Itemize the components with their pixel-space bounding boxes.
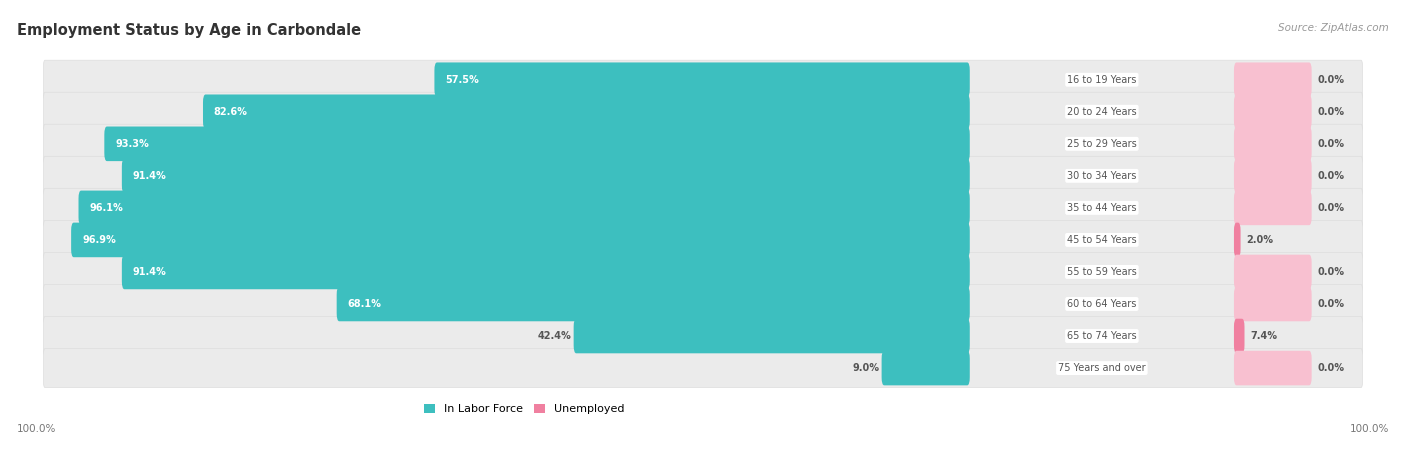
Text: 100.0%: 100.0%	[17, 424, 56, 434]
FancyBboxPatch shape	[44, 189, 1362, 227]
Text: 35 to 44 Years: 35 to 44 Years	[1067, 203, 1136, 213]
FancyBboxPatch shape	[44, 221, 1362, 259]
FancyBboxPatch shape	[44, 285, 1362, 323]
FancyBboxPatch shape	[44, 253, 1362, 291]
Legend: In Labor Force, Unemployed: In Labor Force, Unemployed	[419, 400, 628, 419]
Text: 9.0%: 9.0%	[852, 363, 879, 373]
Text: 55 to 59 Years: 55 to 59 Years	[1067, 267, 1136, 277]
Text: 2.0%: 2.0%	[1246, 235, 1274, 245]
Text: 7.4%: 7.4%	[1250, 331, 1277, 341]
Text: 68.1%: 68.1%	[347, 299, 381, 309]
FancyBboxPatch shape	[1234, 287, 1312, 321]
FancyBboxPatch shape	[44, 156, 1362, 195]
Text: 20 to 24 Years: 20 to 24 Years	[1067, 107, 1136, 117]
FancyBboxPatch shape	[1234, 191, 1312, 225]
Text: 93.3%: 93.3%	[115, 139, 149, 149]
Text: 0.0%: 0.0%	[1317, 363, 1344, 373]
FancyBboxPatch shape	[574, 319, 970, 353]
FancyBboxPatch shape	[882, 351, 970, 385]
FancyBboxPatch shape	[104, 127, 970, 161]
Text: 25 to 29 Years: 25 to 29 Years	[1067, 139, 1136, 149]
Text: 91.4%: 91.4%	[132, 171, 166, 181]
Text: 0.0%: 0.0%	[1317, 75, 1344, 85]
FancyBboxPatch shape	[1234, 94, 1312, 129]
Text: Employment Status by Age in Carbondale: Employment Status by Age in Carbondale	[17, 23, 361, 37]
Text: 100.0%: 100.0%	[1350, 424, 1389, 434]
FancyBboxPatch shape	[44, 349, 1362, 387]
FancyBboxPatch shape	[1234, 255, 1312, 289]
Text: 30 to 34 Years: 30 to 34 Years	[1067, 171, 1136, 181]
FancyBboxPatch shape	[44, 60, 1362, 99]
Text: 57.5%: 57.5%	[446, 75, 479, 85]
FancyBboxPatch shape	[434, 62, 970, 97]
Text: 96.9%: 96.9%	[82, 235, 115, 245]
Text: 91.4%: 91.4%	[132, 267, 166, 277]
Text: 42.4%: 42.4%	[537, 331, 571, 341]
Text: 16 to 19 Years: 16 to 19 Years	[1067, 75, 1136, 85]
FancyBboxPatch shape	[79, 191, 970, 225]
FancyBboxPatch shape	[122, 159, 970, 193]
FancyBboxPatch shape	[1234, 127, 1312, 161]
FancyBboxPatch shape	[1234, 223, 1240, 257]
Text: 0.0%: 0.0%	[1317, 139, 1344, 149]
Text: 0.0%: 0.0%	[1317, 203, 1344, 213]
FancyBboxPatch shape	[1234, 159, 1312, 193]
FancyBboxPatch shape	[202, 94, 970, 129]
Text: 0.0%: 0.0%	[1317, 299, 1344, 309]
Text: 0.0%: 0.0%	[1317, 107, 1344, 117]
Text: 82.6%: 82.6%	[214, 107, 247, 117]
Text: 65 to 74 Years: 65 to 74 Years	[1067, 331, 1136, 341]
Text: 75 Years and over: 75 Years and over	[1059, 363, 1146, 373]
Text: 96.1%: 96.1%	[90, 203, 124, 213]
FancyBboxPatch shape	[44, 124, 1362, 163]
FancyBboxPatch shape	[72, 223, 970, 257]
FancyBboxPatch shape	[44, 317, 1362, 355]
Text: 45 to 54 Years: 45 to 54 Years	[1067, 235, 1136, 245]
FancyBboxPatch shape	[44, 92, 1362, 131]
FancyBboxPatch shape	[122, 255, 970, 289]
FancyBboxPatch shape	[1234, 62, 1312, 97]
Text: 0.0%: 0.0%	[1317, 171, 1344, 181]
Text: Source: ZipAtlas.com: Source: ZipAtlas.com	[1278, 23, 1389, 32]
Text: 60 to 64 Years: 60 to 64 Years	[1067, 299, 1136, 309]
FancyBboxPatch shape	[336, 287, 970, 321]
FancyBboxPatch shape	[1234, 351, 1312, 385]
Text: 0.0%: 0.0%	[1317, 267, 1344, 277]
FancyBboxPatch shape	[1234, 319, 1244, 353]
